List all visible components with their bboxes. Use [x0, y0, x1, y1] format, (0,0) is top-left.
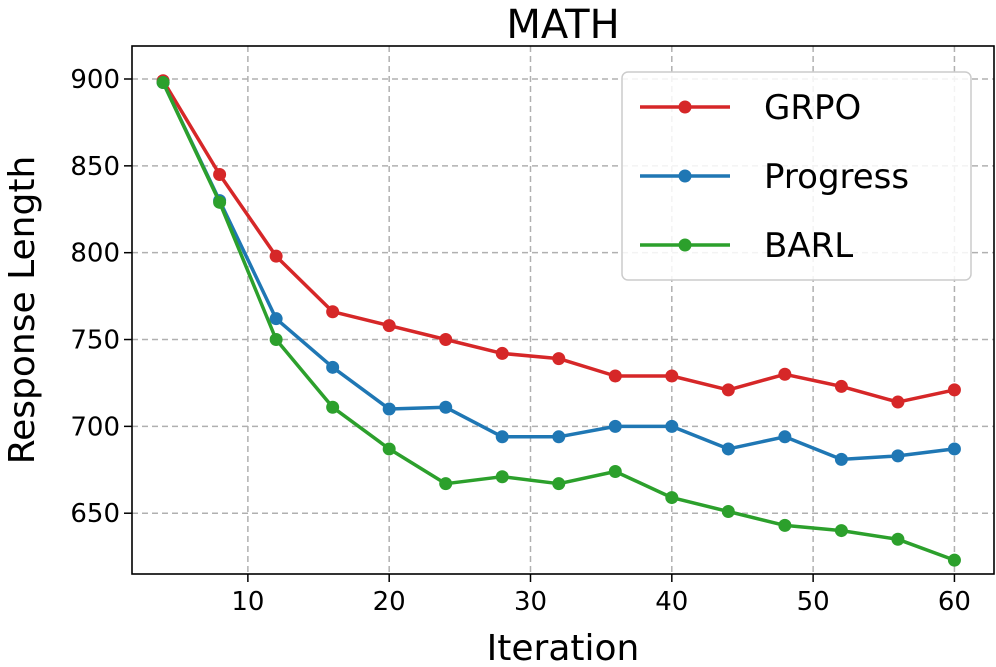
data-point-progress: [947, 442, 961, 456]
data-point-grpo: [947, 383, 961, 397]
y-tick-label: 850: [70, 152, 120, 182]
x-tick-label: 40: [655, 587, 688, 617]
y-tick-label: 650: [70, 499, 120, 529]
data-point-grpo: [608, 369, 622, 383]
y-tick-label: 900: [70, 65, 120, 95]
x-tick-label: 30: [514, 587, 547, 617]
data-point-progress: [834, 452, 848, 466]
y-tick-label: 800: [70, 239, 120, 269]
data-point-grpo: [326, 305, 340, 319]
data-point-grpo: [891, 395, 905, 409]
data-point-grpo: [269, 249, 283, 263]
y-tick-label: 700: [70, 412, 120, 442]
data-point-progress: [665, 419, 679, 433]
data-point-grpo: [382, 319, 396, 333]
data-point-progress: [552, 430, 566, 444]
data-point-progress: [778, 430, 792, 444]
x-axis-label: Iteration: [487, 628, 640, 667]
x-tick-label: 60: [938, 587, 971, 617]
chart-title: MATH: [506, 2, 619, 48]
x-tick-label: 10: [231, 587, 264, 617]
data-point-grpo: [721, 383, 735, 397]
data-point-grpo: [213, 168, 227, 182]
data-point-progress: [608, 419, 622, 433]
data-point-barl: [891, 532, 905, 546]
legend-marker-progress: [678, 169, 692, 183]
data-point-progress: [891, 449, 905, 463]
data-point-grpo: [665, 369, 679, 383]
data-point-progress: [495, 430, 509, 444]
data-point-barl: [156, 75, 170, 89]
legend-marker-grpo: [678, 100, 692, 114]
data-point-barl: [495, 470, 509, 484]
data-point-grpo: [552, 352, 566, 366]
series-layer: [156, 74, 961, 567]
data-point-barl: [269, 333, 283, 347]
data-point-barl: [213, 195, 227, 209]
y-axis: 650 700 750 800 850 900: [70, 65, 132, 529]
legend-label-grpo: GRPO: [764, 88, 861, 128]
x-tick-label: 20: [373, 587, 406, 617]
data-point-grpo: [495, 346, 509, 360]
data-point-progress: [439, 400, 453, 414]
data-point-progress: [326, 360, 340, 374]
y-tick-label: 750: [70, 326, 120, 356]
data-point-grpo: [834, 379, 848, 393]
data-point-progress: [721, 442, 735, 456]
data-point-barl: [834, 524, 848, 538]
data-point-barl: [326, 400, 340, 414]
data-point-barl: [778, 518, 792, 532]
data-point-barl: [665, 491, 679, 505]
data-point-progress: [382, 402, 396, 416]
legend-box: [621, 71, 972, 281]
data-point-barl: [608, 465, 622, 479]
data-point-barl: [382, 442, 396, 456]
legend-label-barl: BARL: [764, 226, 853, 266]
data-point-grpo: [778, 367, 792, 381]
data-point-barl: [947, 553, 961, 567]
data-point-barl: [721, 504, 735, 518]
x-tick-label: 50: [797, 587, 830, 617]
plot-frame: [131, 45, 995, 575]
legend: GRPO Progress BARL: [621, 71, 972, 281]
data-point-grpo: [439, 333, 453, 347]
legend-marker-barl: [678, 238, 692, 252]
data-point-barl: [439, 477, 453, 491]
legend-label-progress: Progress: [764, 157, 909, 197]
data-point-progress: [269, 312, 283, 326]
y-axis-label: Response Length: [2, 156, 43, 465]
data-point-barl: [552, 477, 566, 491]
x-axis: 10 20 30 40 50 60: [231, 574, 971, 617]
